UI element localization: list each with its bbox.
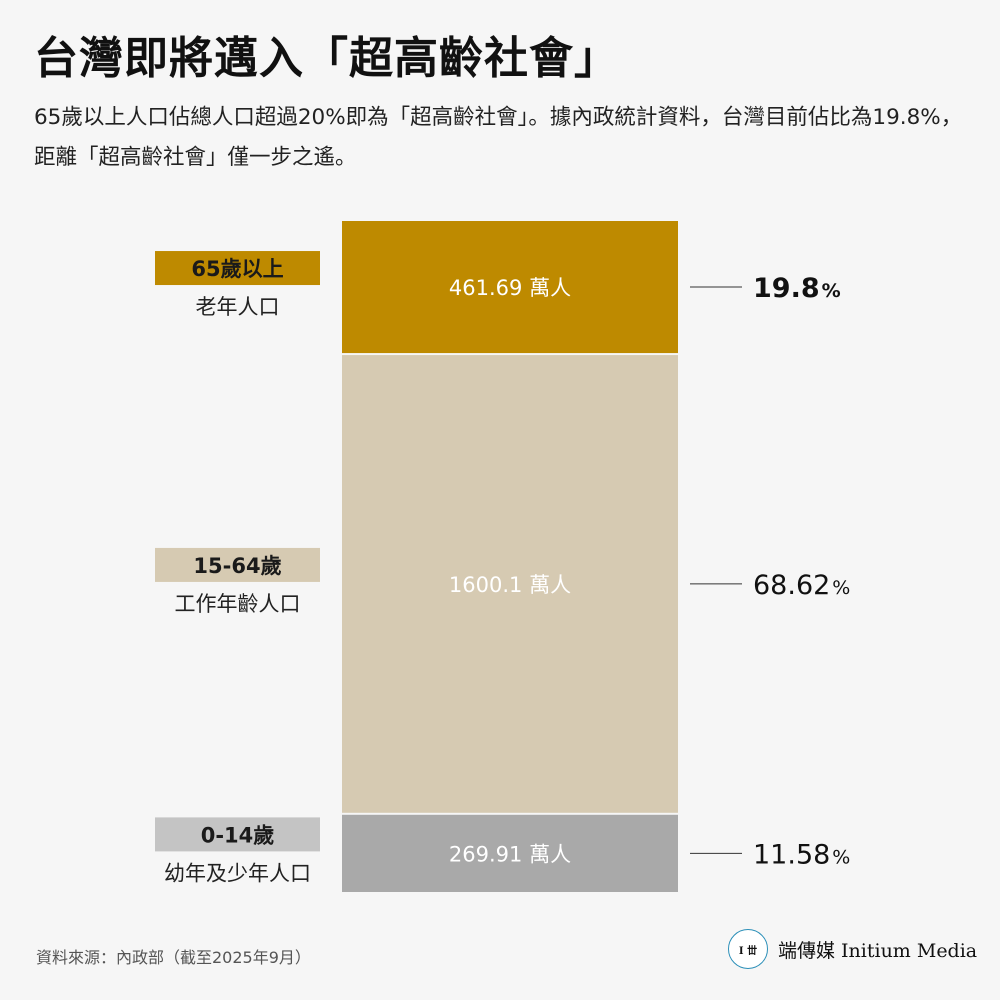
group-label-1: 工作年齡人口 (175, 592, 301, 616)
age-tag-box-2 (155, 817, 320, 852)
age-tag-label-1: 15-64歲 (193, 554, 281, 578)
bar-segment-0 (342, 221, 678, 354)
percent-unit-1: % (832, 577, 850, 599)
group-label-0: 老年人口 (196, 295, 280, 319)
age-tag-box-0 (155, 251, 320, 286)
bar-segment-2 (342, 814, 678, 892)
brand-name: 端傳媒 Initium Media (778, 939, 978, 962)
page-title: 台灣即將邁入「超高齡社會」 (34, 33, 619, 84)
bar-segment-1 (342, 355, 678, 813)
group-label-2: 幼年及少年人口 (164, 861, 311, 885)
percent-label-0: 19.8 (753, 273, 820, 304)
segment-value-label-0: 461.69 萬人 (449, 276, 571, 300)
source-note: 資料來源：內政部（截至2025年9月） (36, 948, 311, 967)
percent-unit-2: % (832, 846, 850, 868)
age-tag-box-1 (155, 547, 320, 582)
percent-label-1: 68.62 (753, 570, 830, 601)
percent-unit-0: % (822, 280, 841, 302)
page-subtitle: 65歲以上人口佔總人口超過20%即為「超高齡社會」。據內政統計資料，台灣目前佔比… (34, 105, 963, 170)
segment-value-label-2: 269.91 萬人 (449, 842, 571, 866)
brand[interactable]: I 丗 端傳媒 Initium Media (728, 926, 977, 972)
initium-logo-icon: I 丗 (728, 929, 768, 969)
percent-label-2: 11.58 (753, 839, 830, 870)
age-tag-label-2: 0-14歲 (201, 823, 275, 847)
segment-value-label-1: 1600.1 萬人 (449, 573, 571, 597)
age-tag-label-0: 65歲以上 (191, 257, 283, 281)
